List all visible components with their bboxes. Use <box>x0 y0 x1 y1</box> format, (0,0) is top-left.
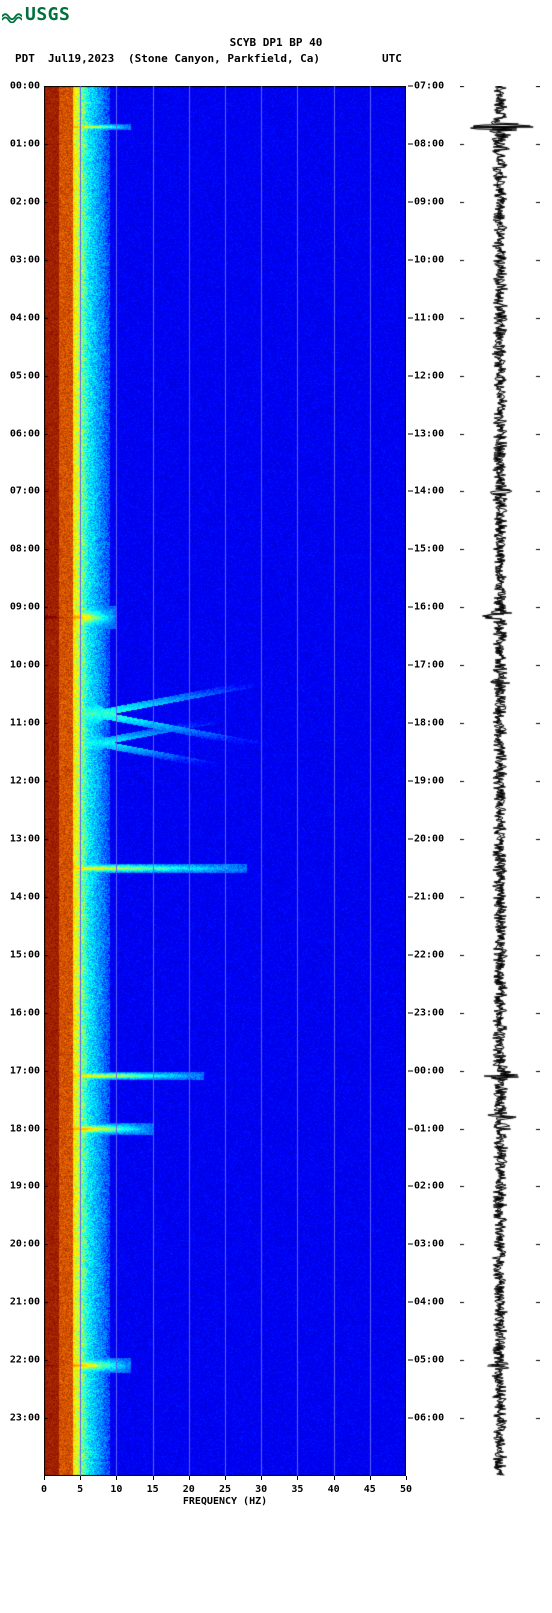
y-left-tick-label: 02:00 <box>10 196 40 207</box>
y-right-tick-label: 02:00 <box>414 1181 444 1192</box>
y-left-tick-label: 17:00 <box>10 1065 40 1076</box>
y-left-tick-label: 05:00 <box>10 370 40 381</box>
x-tick-label: 25 <box>219 1484 231 1495</box>
usgs-logo: USGS <box>2 4 70 25</box>
y-left-tick-label: 08:00 <box>10 544 40 555</box>
y-left-tick-label: 22:00 <box>10 1355 40 1366</box>
y-right-tick-label: 08:00 <box>414 138 444 149</box>
y-right-tick-label: 17:00 <box>414 660 444 671</box>
logo-text: USGS <box>25 4 70 25</box>
y-left-tick-label: 00:00 <box>10 81 40 92</box>
y-left-tick-label: 16:00 <box>10 1007 40 1018</box>
y-right-tick-label: 21:00 <box>414 891 444 902</box>
x-tick-label: 5 <box>77 1484 83 1495</box>
y-right-tick-label: 14:00 <box>414 486 444 497</box>
y-right-tick-label: 15:00 <box>414 544 444 555</box>
y-right-tick-label: 06:00 <box>414 1413 444 1424</box>
y-right-tick-label: 07:00 <box>414 81 444 92</box>
wave-icon <box>2 7 22 23</box>
y-left-tick-label: 15:00 <box>10 949 40 960</box>
y-right-tick-label: 13:00 <box>414 428 444 439</box>
location-label: (Stone Canyon, Parkfield, Ca) <box>128 52 320 65</box>
y-left-tick-label: 12:00 <box>10 776 40 787</box>
y-right-tick-label: 12:00 <box>414 370 444 381</box>
chart-title: SCYB DP1 BP 40 <box>0 36 552 49</box>
x-axis-title: FREQUENCY (HZ) <box>44 1496 406 1507</box>
y-right-tick-label: 00:00 <box>414 1065 444 1076</box>
y-left-tick-label: 23:00 <box>10 1413 40 1424</box>
y-left-tick-label: 01:00 <box>10 138 40 149</box>
y-axis-left: 00:0001:0002:0003:0004:0005:0006:0007:00… <box>0 86 42 1476</box>
x-tick-label: 35 <box>291 1484 303 1495</box>
seismogram-plot <box>460 86 540 1476</box>
y-left-tick-label: 11:00 <box>10 718 40 729</box>
y-left-tick-label: 04:00 <box>10 312 40 323</box>
y-left-tick-label: 18:00 <box>10 1123 40 1134</box>
x-tick-label: 30 <box>255 1484 267 1495</box>
y-right-tick-label: 23:00 <box>414 1007 444 1018</box>
y-left-tick-label: 07:00 <box>10 486 40 497</box>
y-right-tick-label: 09:00 <box>414 196 444 207</box>
x-tick-label: 10 <box>110 1484 122 1495</box>
y-left-tick-label: 21:00 <box>10 1297 40 1308</box>
tz-left-label: PDT <box>15 52 35 65</box>
spectrogram-plot <box>44 86 406 1476</box>
y-right-tick-label: 04:00 <box>414 1297 444 1308</box>
y-left-tick-label: 10:00 <box>10 660 40 671</box>
y-left-tick-label: 09:00 <box>10 602 40 613</box>
x-tick-label: 50 <box>400 1484 412 1495</box>
y-right-tick-label: 10:00 <box>414 254 444 265</box>
y-right-tick-label: 18:00 <box>414 718 444 729</box>
y-left-tick-label: 06:00 <box>10 428 40 439</box>
y-left-tick-label: 13:00 <box>10 833 40 844</box>
y-left-tick-label: 19:00 <box>10 1181 40 1192</box>
date-label: Jul19,2023 <box>48 52 114 65</box>
y-axis-right: 07:0008:0009:0010:0011:0012:0013:0014:00… <box>408 86 448 1476</box>
x-tick-label: 15 <box>147 1484 159 1495</box>
y-left-tick-label: 03:00 <box>10 254 40 265</box>
y-right-tick-label: 05:00 <box>414 1355 444 1366</box>
x-tick-label: 45 <box>364 1484 376 1495</box>
x-axis: 05101520253035404550 FREQUENCY (HZ) <box>44 1476 406 1506</box>
x-tick-label: 0 <box>41 1484 47 1495</box>
tz-right-label: UTC <box>382 52 402 65</box>
y-right-tick-label: 19:00 <box>414 776 444 787</box>
y-right-tick-label: 20:00 <box>414 833 444 844</box>
y-right-tick-label: 22:00 <box>414 949 444 960</box>
x-tick-label: 20 <box>183 1484 195 1495</box>
x-tick-label: 40 <box>328 1484 340 1495</box>
y-left-tick-label: 20:00 <box>10 1239 40 1250</box>
y-right-tick-label: 03:00 <box>414 1239 444 1250</box>
y-right-tick-label: 01:00 <box>414 1123 444 1134</box>
y-right-tick-label: 11:00 <box>414 312 444 323</box>
y-right-tick-label: 16:00 <box>414 602 444 613</box>
y-left-tick-label: 14:00 <box>10 891 40 902</box>
